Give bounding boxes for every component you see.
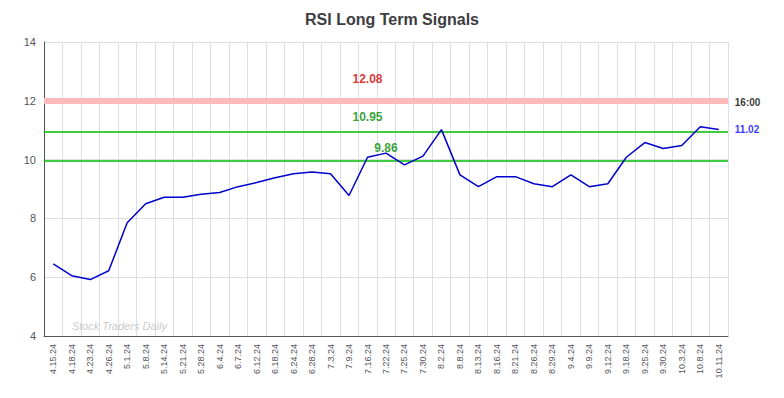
svg-text:10.8.24: 10.8.24 bbox=[695, 344, 705, 374]
svg-text:7.25.24: 7.25.24 bbox=[399, 344, 409, 374]
svg-text:4.18.24: 4.18.24 bbox=[67, 344, 77, 374]
svg-text:9.86: 9.86 bbox=[374, 141, 398, 155]
svg-text:16:00: 16:00 bbox=[735, 97, 761, 108]
svg-text:9.9.24: 9.9.24 bbox=[584, 344, 594, 369]
svg-text:8.21.24: 8.21.24 bbox=[510, 344, 520, 374]
svg-text:8.26.24: 8.26.24 bbox=[529, 344, 539, 374]
svg-text:6.4.24: 6.4.24 bbox=[215, 344, 225, 369]
svg-text:7.9.24: 7.9.24 bbox=[344, 344, 354, 369]
svg-text:5.21.24: 5.21.24 bbox=[178, 344, 188, 374]
svg-text:14: 14 bbox=[24, 36, 36, 48]
svg-text:8.13.24: 8.13.24 bbox=[473, 344, 483, 374]
svg-text:8.29.24: 8.29.24 bbox=[547, 344, 557, 374]
svg-text:7.16.24: 7.16.24 bbox=[363, 344, 373, 374]
svg-text:8: 8 bbox=[30, 212, 36, 224]
svg-text:7.22.24: 7.22.24 bbox=[381, 344, 391, 374]
svg-text:9.30.24: 9.30.24 bbox=[658, 344, 668, 374]
svg-text:6.24.24: 6.24.24 bbox=[289, 344, 299, 374]
svg-text:4.15.24: 4.15.24 bbox=[48, 344, 58, 374]
svg-text:11.02: 11.02 bbox=[735, 124, 760, 135]
svg-text:4: 4 bbox=[30, 330, 36, 342]
svg-text:RSI Long Term Signals: RSI Long Term Signals bbox=[305, 11, 479, 28]
svg-text:6.18.24: 6.18.24 bbox=[270, 344, 280, 374]
svg-text:8.2.24: 8.2.24 bbox=[436, 344, 446, 369]
svg-text:10.11.24: 10.11.24 bbox=[714, 344, 724, 378]
svg-text:5.28.24: 5.28.24 bbox=[196, 344, 206, 374]
svg-text:6.7.24: 6.7.24 bbox=[233, 344, 243, 369]
svg-text:6.28.24: 6.28.24 bbox=[307, 344, 317, 374]
svg-text:12.08: 12.08 bbox=[352, 72, 382, 86]
svg-text:10.95: 10.95 bbox=[352, 110, 382, 124]
svg-text:10.3.24: 10.3.24 bbox=[677, 344, 687, 374]
svg-text:4.23.24: 4.23.24 bbox=[85, 344, 95, 374]
svg-text:Stock Traders Daily: Stock Traders Daily bbox=[72, 320, 169, 332]
svg-text:5.8.24: 5.8.24 bbox=[141, 344, 151, 369]
svg-text:6: 6 bbox=[30, 271, 36, 283]
svg-text:10: 10 bbox=[24, 154, 36, 166]
svg-text:9.12.24: 9.12.24 bbox=[603, 344, 613, 374]
svg-text:8.16.24: 8.16.24 bbox=[492, 344, 502, 374]
svg-text:7.3.24: 7.3.24 bbox=[326, 344, 336, 369]
svg-text:8.8.24: 8.8.24 bbox=[455, 344, 465, 369]
svg-text:12: 12 bbox=[24, 95, 36, 107]
svg-text:5.14.24: 5.14.24 bbox=[159, 344, 169, 374]
svg-text:4.26.24: 4.26.24 bbox=[104, 344, 114, 374]
svg-text:5.1.24: 5.1.24 bbox=[122, 344, 132, 369]
svg-text:7.30.24: 7.30.24 bbox=[418, 344, 428, 374]
svg-text:6.12.24: 6.12.24 bbox=[252, 344, 262, 374]
svg-text:9.4.24: 9.4.24 bbox=[566, 344, 576, 369]
svg-text:9.18.24: 9.18.24 bbox=[621, 344, 631, 374]
svg-text:9.25.24: 9.25.24 bbox=[640, 344, 650, 374]
